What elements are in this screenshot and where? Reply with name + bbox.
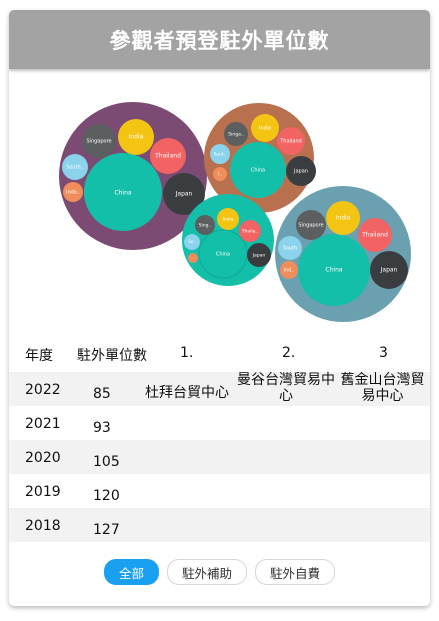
bubble-china-label: China — [251, 168, 265, 174]
filter-subsidy-button[interactable]: 駐外補助 — [166, 559, 247, 585]
bubble-group-2[interactable]: China India Thailand Japan Singa.. Sout.… — [204, 103, 316, 213]
row-rank-3: 舊金山台灣貿易中心 — [340, 372, 425, 404]
bubble-indo-label: Indo.. — [66, 190, 80, 196]
bubble-singapore-label: Singapore — [86, 139, 111, 145]
bubble-china-label: China — [114, 190, 131, 197]
bubble-chart: China India Thailand Japan Singapore Sou… — [9, 88, 430, 328]
bubble-china[interactable] — [230, 142, 286, 198]
bubble-south[interactable] — [278, 236, 302, 260]
bubble-south[interactable] — [184, 234, 200, 250]
bubble-japan-label: Japan — [380, 267, 398, 274]
bubble-india-label: India — [336, 215, 351, 222]
bubble-japan-label: Japan — [293, 169, 308, 175]
data-table: 年度 駐外單位數 1. 2. 3 2022 85 杜拜台貿中心 曼谷台灣貿易中心… — [9, 332, 430, 542]
bubble-group-3[interactable]: China India Thaila.. Japan Sing.. So.. — [182, 194, 274, 286]
bubble-china-label: China — [216, 252, 230, 258]
bubble-china-label: China — [325, 267, 342, 274]
row-count: 85 — [93, 386, 111, 402]
bubble-japan[interactable] — [163, 173, 205, 215]
row-count: 105 — [93, 454, 120, 470]
table-row[interactable]: 2021 93 — [9, 406, 430, 440]
row-rank-1: 杜拜台貿中心 — [145, 385, 229, 401]
bubble-singapore[interactable] — [195, 215, 215, 235]
bubble-singapore[interactable] — [82, 124, 116, 158]
page-title: 參觀者預登駐外單位數 — [9, 10, 430, 69]
bubble-indo-label: Ind.. — [284, 268, 295, 274]
bubble-singapore[interactable] — [224, 122, 248, 146]
row-count: 120 — [93, 488, 120, 504]
filter-all-button[interactable]: 全部 — [103, 559, 159, 585]
bubble-india[interactable] — [217, 208, 239, 230]
row-year: 2022 — [25, 382, 61, 398]
table-header: 年度 駐外單位數 1. 2. 3 — [9, 332, 430, 372]
bubble-south-label: Sout.. — [213, 152, 226, 158]
bubble-japan[interactable] — [286, 156, 316, 186]
bubble-singapore-label: Sing.. — [199, 223, 212, 229]
table-row[interactable]: 2018 127 — [9, 508, 430, 542]
table-row[interactable]: 2019 120 — [9, 474, 430, 508]
header-year: 年度 — [25, 348, 53, 364]
bubble-china[interactable] — [198, 229, 248, 279]
header-rank-3: 3 — [379, 345, 388, 361]
bubble-south[interactable] — [62, 154, 88, 180]
bubble-india-label: India — [129, 134, 144, 141]
bubble-india[interactable] — [326, 201, 360, 235]
bubble-india[interactable] — [251, 114, 279, 142]
header-rank-2: 2. — [282, 345, 296, 361]
row-count: 93 — [93, 420, 111, 436]
bubble-india-label: India — [222, 217, 233, 223]
row-year: 2020 — [25, 450, 61, 466]
bubble-india-label: India — [259, 126, 271, 132]
bubble-thailand[interactable] — [239, 220, 261, 242]
bubble-singapore-label: Singapore — [298, 223, 323, 229]
bubble-indo[interactable] — [188, 253, 198, 263]
row-year: 2018 — [25, 518, 61, 534]
bubble-south-label: South — [283, 246, 298, 252]
row-rank-2: 曼谷台灣貿易中心 — [237, 372, 335, 404]
bubble-indo[interactable] — [280, 261, 298, 279]
bubble-thailand-label: Thailand — [279, 139, 301, 145]
bubble-china[interactable] — [298, 234, 370, 306]
bubble-south-label: South.. — [66, 165, 84, 171]
chart-card: 參觀者預登駐外單位數 China India Thailand Japan Si… — [9, 10, 430, 606]
bubble-thailand-label: Thailand — [361, 232, 388, 239]
table-row[interactable]: 2020 105 — [9, 440, 430, 474]
bubble-thailand[interactable] — [358, 218, 392, 252]
bubble-group-4[interactable]: China India Thailand Japan Singapore Sou… — [275, 186, 411, 322]
bubble-japan[interactable] — [370, 251, 408, 289]
bubble-japan-label: Japan — [175, 191, 193, 198]
bubble-south-label: So.. — [188, 239, 195, 244]
bubble-singapore-label: Singa.. — [228, 132, 243, 138]
bubble-indo[interactable] — [63, 182, 83, 202]
bubble-group-1[interactable]: China India Thailand Japan Singapore Sou… — [59, 102, 207, 250]
bubble-thailand[interactable] — [150, 138, 186, 174]
row-count: 127 — [93, 522, 120, 538]
table-row[interactable]: 2022 85 杜拜台貿中心 曼谷台灣貿易中心 舊金山台灣貿易中心 — [9, 372, 430, 406]
header-count: 駐外單位數 — [77, 348, 147, 364]
bubble-thailand[interactable] — [277, 127, 305, 155]
bubble-japan[interactable] — [247, 243, 271, 267]
row-year: 2021 — [25, 416, 61, 432]
bubble-china[interactable] — [84, 153, 162, 231]
bubble-indo[interactable] — [213, 167, 227, 181]
bubble-thailand-label: Thaila.. — [241, 229, 258, 235]
header-rank-1: 1. — [180, 345, 194, 361]
bubble-india[interactable] — [118, 119, 154, 155]
bubble-thailand-label: Thailand — [154, 153, 181, 160]
bubble-japan-label: Japan — [252, 253, 266, 259]
bubble-singapore[interactable] — [296, 210, 326, 240]
row-year: 2019 — [25, 484, 61, 500]
bubble-indo-label: I.. — [218, 172, 222, 178]
filter-bar: 全部 駐外補助 駐外自費 — [9, 559, 430, 585]
filter-self-funded-button[interactable]: 駐外自費 — [255, 559, 336, 585]
page-title-text: 參觀者預登駐外單位數 — [109, 28, 330, 53]
bubble-south[interactable] — [210, 144, 230, 164]
